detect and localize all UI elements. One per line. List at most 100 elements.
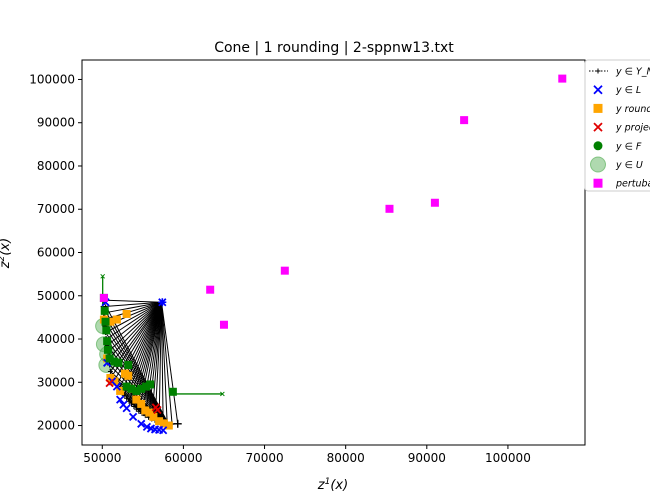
legend-entry: y projection xyxy=(593,122,650,134)
perturbation-point xyxy=(99,293,108,302)
cone-line xyxy=(161,302,179,424)
legend-label: y ∈ U xyxy=(615,160,643,171)
cone-line xyxy=(102,299,162,303)
legend-entry: y ∈ F xyxy=(593,141,642,152)
y-tick-label: 60000 xyxy=(37,246,75,260)
cone-line xyxy=(103,301,162,308)
rounding-point xyxy=(116,386,125,395)
legend-square-marker xyxy=(593,103,603,113)
chart-title: Cone | 1 rounding | 2-sppnw13.txt xyxy=(214,40,454,56)
rounding-point xyxy=(110,377,119,386)
rounding-point xyxy=(141,406,150,415)
rounding-point xyxy=(132,395,141,404)
y-tick-label: 20000 xyxy=(37,419,75,433)
f-point xyxy=(103,337,112,346)
f-point xyxy=(101,317,110,326)
cone-line xyxy=(103,301,162,314)
f-point xyxy=(137,384,146,393)
perturbation-point xyxy=(206,285,215,294)
f-point xyxy=(168,387,177,396)
x-tick-label: 100000 xyxy=(485,451,531,465)
y-tick-label: 50000 xyxy=(37,289,75,303)
l-point xyxy=(112,382,122,391)
rounding-point xyxy=(124,371,133,380)
rounding-point xyxy=(106,317,115,326)
y-tick-label: 80000 xyxy=(37,159,75,173)
yn-point xyxy=(124,395,130,401)
f-point xyxy=(110,357,119,366)
legend-label: y ∈ Y_N xyxy=(615,67,650,78)
perturbation-point xyxy=(430,198,439,207)
x-tick-label: 80000 xyxy=(327,451,365,465)
legend-x-marker xyxy=(593,85,603,95)
f-point xyxy=(132,386,141,395)
f-point xyxy=(114,358,123,367)
legend-yn-marker xyxy=(595,68,601,74)
projection-point xyxy=(105,379,114,388)
yn-point xyxy=(136,408,142,414)
rounding-point xyxy=(155,417,164,426)
perturbation-point xyxy=(460,116,469,125)
y-tick-label: 40000 xyxy=(37,332,75,346)
legend-label: y projection xyxy=(615,123,650,134)
f-point xyxy=(105,354,114,363)
cone-line xyxy=(108,301,162,359)
legend-entry: y ∈ Y_N xyxy=(589,67,650,78)
y-axis-label: z2(x) xyxy=(0,238,13,269)
rounding-point xyxy=(112,315,121,324)
x-tick-label: 50000 xyxy=(83,451,121,465)
legend-bigcircle-marker xyxy=(590,156,606,173)
f-point xyxy=(142,382,151,391)
rounding-point xyxy=(106,373,115,382)
cone-line xyxy=(158,302,163,422)
f-point xyxy=(124,360,133,369)
perturbation-point xyxy=(558,74,567,83)
f-point xyxy=(100,306,109,315)
legend-square-marker xyxy=(593,178,603,188)
x-tick-label: 90000 xyxy=(408,451,446,465)
cone-line xyxy=(106,301,162,346)
perturbation-point xyxy=(219,320,228,329)
x-tick-label: 60000 xyxy=(164,451,202,465)
y-tick-label: 100000 xyxy=(29,72,75,86)
perturbation-point xyxy=(280,266,289,275)
yn-point xyxy=(131,404,137,409)
cone-line xyxy=(114,301,162,381)
x-axis-label: z1(x) xyxy=(317,477,348,493)
l-point xyxy=(137,419,146,428)
legend: y ∈ Y_Ny ∈ L y rounding y projection y ∈ F y… xyxy=(584,59,650,192)
y-tick-label: 30000 xyxy=(37,375,75,389)
legend-entry: pertubation xyxy=(593,178,650,190)
f-point xyxy=(127,384,136,393)
legend-label: y rounding xyxy=(615,104,650,115)
y-axis: 20000 30000 40000 50000 60000 70000 80000 90000… xyxy=(29,72,82,433)
legend-entry: y rounding xyxy=(593,103,650,115)
projection-point xyxy=(153,405,162,415)
legend-label: pertubation xyxy=(615,179,650,190)
rounding-point xyxy=(145,408,154,417)
rounding-point xyxy=(164,421,173,430)
cone-line xyxy=(107,301,162,353)
l-point xyxy=(115,395,125,404)
legend-entry: y ∈ L xyxy=(593,85,641,96)
x-axis: 50000 60000 70000 80000 90000 100000 xyxy=(83,445,531,465)
legend-x-marker xyxy=(593,122,603,132)
projection-endpoint xyxy=(219,391,225,397)
projection-endpoint xyxy=(100,273,106,279)
y-tick-label: 90000 xyxy=(37,116,75,130)
l-point xyxy=(119,400,128,409)
yn-end-marker xyxy=(173,419,182,428)
f-point xyxy=(103,345,112,354)
cone-line xyxy=(161,302,173,424)
legend-entry: y ∈ U xyxy=(590,156,643,173)
yn-point xyxy=(128,401,134,407)
perturbation-point xyxy=(385,204,394,213)
rounding-point xyxy=(149,412,158,421)
l-apex-marker xyxy=(158,298,167,307)
f-point xyxy=(102,326,111,335)
cone-line xyxy=(126,302,162,399)
yn-point xyxy=(121,392,127,398)
legend-label: y ∈ L xyxy=(615,85,641,96)
rounding-point xyxy=(159,419,168,428)
